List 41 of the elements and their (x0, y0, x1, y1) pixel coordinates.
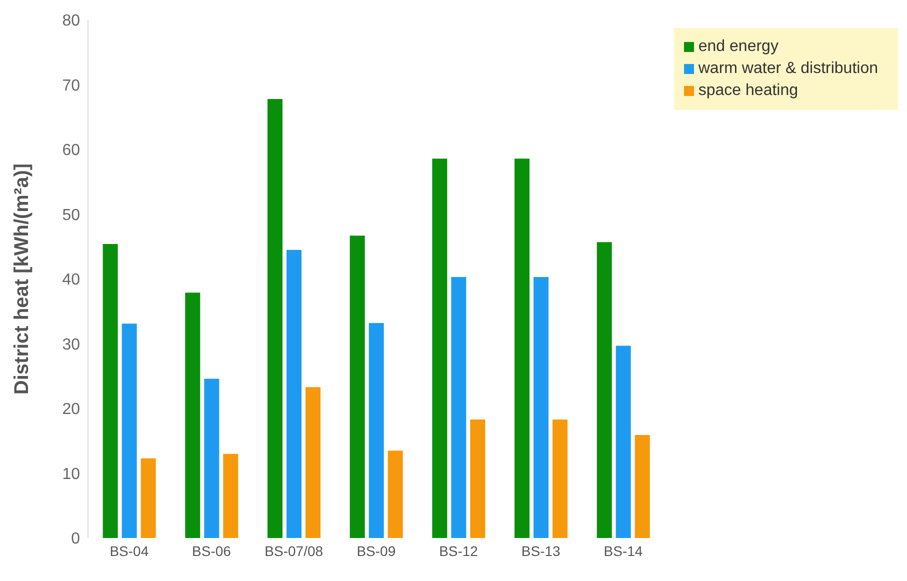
legend-label: warm water & distribution (698, 60, 878, 77)
bar (102, 244, 118, 538)
bar (223, 454, 238, 538)
y-tick-label: 40 (62, 272, 80, 289)
y-tick-label: 60 (62, 142, 80, 160)
y-tick-label: 30 (62, 336, 80, 354)
bar (388, 450, 403, 538)
y-tick-label: 0 (71, 530, 80, 548)
legend-label: space heating (698, 82, 798, 99)
bar (350, 236, 365, 538)
bar (616, 346, 631, 538)
bar (185, 292, 200, 538)
bar (204, 378, 220, 538)
y-tick-label: 50 (62, 206, 80, 224)
x-tick-label: BS-13 (521, 542, 561, 559)
x-tick-label: BS-14 (604, 542, 643, 559)
y-tick-label: 80 (62, 12, 80, 30)
bar (432, 158, 448, 538)
y-tick-label: 70 (62, 77, 80, 94)
bar (534, 277, 549, 538)
bar (552, 420, 568, 538)
bar (140, 458, 156, 538)
x-tick-label: BS-09 (356, 542, 396, 559)
bar (306, 387, 320, 538)
bar (514, 158, 530, 538)
legend-label: end energy (698, 38, 778, 55)
bar (268, 98, 282, 538)
bar (596, 242, 612, 538)
x-tick-label: BS-06 (192, 542, 232, 559)
bar (368, 323, 384, 538)
bar (634, 435, 650, 538)
bar (470, 420, 486, 538)
y-tick-label: 20 (62, 401, 80, 418)
x-tick-label: BS-07/08 (264, 542, 324, 559)
bar (122, 324, 137, 538)
y-tick-label: 10 (62, 466, 80, 483)
bar (286, 250, 302, 538)
y-axis-title: District heat [kWh/(m²a)] (11, 163, 34, 395)
bar (451, 277, 466, 538)
x-tick-label: BS-04 (110, 542, 149, 559)
x-tick-label: BS-12 (439, 542, 478, 559)
